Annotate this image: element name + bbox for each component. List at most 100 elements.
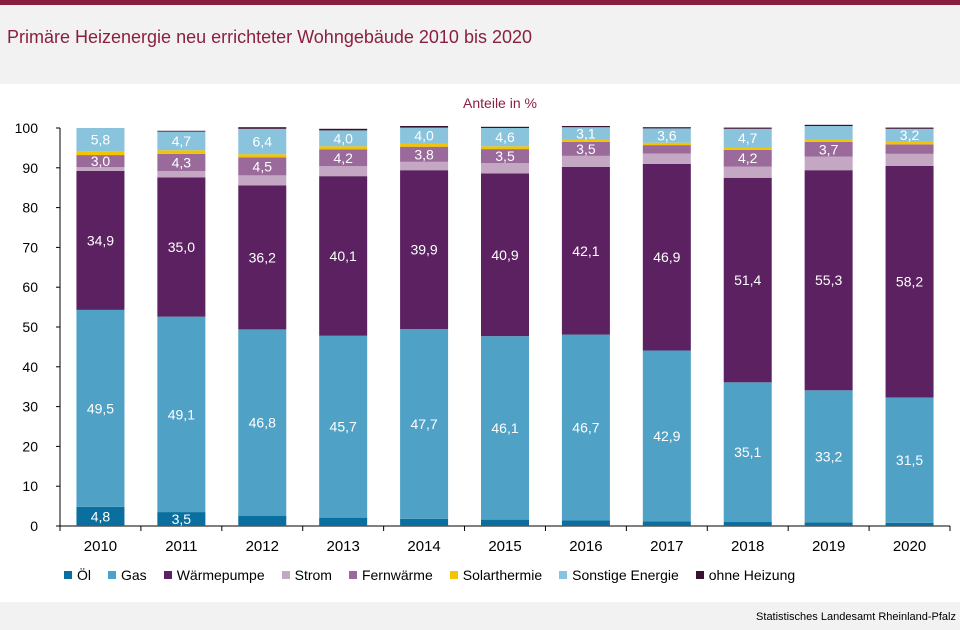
bar-segment-solarthermie-2020 <box>885 141 934 145</box>
bar-segment-öl-2020 <box>885 522 934 526</box>
bar-segment-ohne-heizung-2017 <box>642 127 691 129</box>
x-tick-label: 2018 <box>731 538 764 555</box>
bar-segment-fernwärme-2013 <box>319 149 368 167</box>
x-tick-label: 2012 <box>246 538 279 555</box>
legend-swatch <box>559 571 568 579</box>
x-tick-label: 2019 <box>812 538 845 555</box>
bar-segment-gas-2015 <box>481 336 529 520</box>
bar-segment-sonstige-energie-2019 <box>804 126 853 140</box>
bar-segment-strom-2018 <box>723 166 772 178</box>
y-tick-label: 20 <box>22 438 38 454</box>
bar-segment-sonstige-energie-2013 <box>319 130 368 147</box>
x-tick-label: 2020 <box>893 538 926 555</box>
data-label: 58,2 <box>896 274 923 290</box>
x-tick-label: 2017 <box>650 538 683 555</box>
chart-title: Primäre Heizenergie neu errichteter Wohn… <box>7 27 532 47</box>
legend-item: Fernwärme <box>348 567 433 583</box>
bar-segment-fernwärme-2020 <box>885 144 934 154</box>
bar-segment-öl-2019 <box>804 522 853 526</box>
data-label: 4,5 <box>253 158 273 174</box>
legend-swatch <box>64 571 72 579</box>
legend-label: Fernwärme <box>361 567 433 583</box>
data-label: 3,5 <box>495 148 515 164</box>
bar-segment-öl-2012 <box>238 515 287 526</box>
data-label: 4,3 <box>172 154 192 170</box>
legend-swatch <box>449 571 458 579</box>
data-label: 47,7 <box>410 416 437 432</box>
bar-segment-solarthermie-2010 <box>76 151 125 156</box>
y-axis-label: Anteile in % <box>463 95 537 111</box>
data-label: 34,9 <box>87 232 114 248</box>
bar-segment-ohne-heizung-2020 <box>885 127 934 129</box>
bar-segment-gas-2011 <box>157 316 206 513</box>
data-label: 4,2 <box>738 150 758 166</box>
bar-segment-ohne-heizung-2016 <box>561 126 610 128</box>
data-label: 4,7 <box>738 130 758 146</box>
legend-item: Wärmepumpe <box>163 567 265 583</box>
legend-label: Sonstige Energie <box>572 567 679 583</box>
data-label: 31,5 <box>896 452 923 468</box>
bar-segment-ohne-heizung-2014 <box>400 126 449 128</box>
x-tick-label: 2014 <box>407 538 440 555</box>
bar-segment-solarthermie-2019 <box>804 139 853 142</box>
legend-item: Sonstige Energie <box>559 567 679 583</box>
data-label: 3,0 <box>91 153 111 169</box>
bar-segment-ohne-heizung-2019 <box>804 124 853 127</box>
data-label: 46,8 <box>249 415 276 431</box>
bar-segment-wärmepumpe-2016 <box>561 167 610 335</box>
bar-segment-öl-2017 <box>642 521 691 526</box>
source-note: Statistisches Landesamt Rheinland-Pfalz <box>756 611 956 623</box>
bar-segment-ohne-heizung-2013 <box>319 128 368 131</box>
legend-swatch <box>163 571 172 579</box>
x-tick-label: 2013 <box>326 538 359 555</box>
y-tick-label: 50 <box>22 319 38 335</box>
data-label: 3,5 <box>576 141 596 157</box>
data-label: 36,2 <box>249 249 276 265</box>
bar-segment-fernwärme-2018 <box>723 149 772 167</box>
data-label: 3,6 <box>657 128 677 144</box>
bar-segment-fernwärme-2010 <box>76 155 125 168</box>
bar-segment-wärmepumpe-2017 <box>642 163 691 351</box>
bar-segment-fernwärme-2011 <box>157 153 206 171</box>
x-tick-label: 2011 <box>165 538 197 555</box>
y-tick-label: 30 <box>22 399 38 415</box>
x-tick-label: 2016 <box>569 538 602 555</box>
data-label: 49,1 <box>168 406 195 422</box>
bar-segment-solarthermie-2013 <box>319 146 368 150</box>
legend-label: ohne Heizung <box>708 567 796 583</box>
legend-swatch <box>281 571 290 579</box>
data-label: 4,2 <box>333 150 353 166</box>
legend-label: Öl <box>77 567 91 583</box>
bar-segment-sonstige-energie-2018 <box>723 128 772 148</box>
bar-segment-sonstige-energie-2012 <box>238 128 287 155</box>
bar-segment-solarthermie-2018 <box>723 147 772 150</box>
bar-segment-gas-2018 <box>723 382 772 523</box>
bar-segment-öl-2018 <box>723 522 772 526</box>
bar-segment-öl-2016 <box>561 520 610 526</box>
bar-segment-strom-2011 <box>157 170 206 178</box>
bar-segment-gas-2016 <box>561 334 610 521</box>
bar-segment-wärmepumpe-2019 <box>804 170 853 391</box>
data-label: 4,6 <box>495 129 515 145</box>
data-label: 42,1 <box>572 243 599 259</box>
bar-segment-strom-2013 <box>319 166 368 177</box>
legend: Öl Gas Wärmepumpe Strom Fernwärme Solarthermi… <box>64 565 812 585</box>
bar-segment-wärmepumpe-2014 <box>400 170 449 329</box>
y-tick-label: 80 <box>22 200 38 216</box>
data-label: 39,9 <box>410 242 437 258</box>
bar-segment-fernwärme-2019 <box>804 141 853 157</box>
bar-segment-sonstige-energie-2016 <box>561 127 610 140</box>
legend-item: Strom <box>281 567 332 583</box>
data-label: 55,3 <box>815 272 842 288</box>
bar-segment-fernwärme-2012 <box>238 157 287 176</box>
bar-segment-öl-2010 <box>76 506 125 526</box>
legend-item: ohne Heizung <box>695 567 796 583</box>
data-label: 3,1 <box>576 125 596 141</box>
top-rule <box>0 0 960 5</box>
data-label: 51,4 <box>734 272 761 288</box>
legend-label: Strom <box>294 567 332 583</box>
data-label: 3,8 <box>414 146 434 162</box>
data-label: 46,9 <box>653 249 680 265</box>
bar-segment-öl-2013 <box>319 517 368 526</box>
bar-segment-solarthermie-2015 <box>481 146 529 150</box>
